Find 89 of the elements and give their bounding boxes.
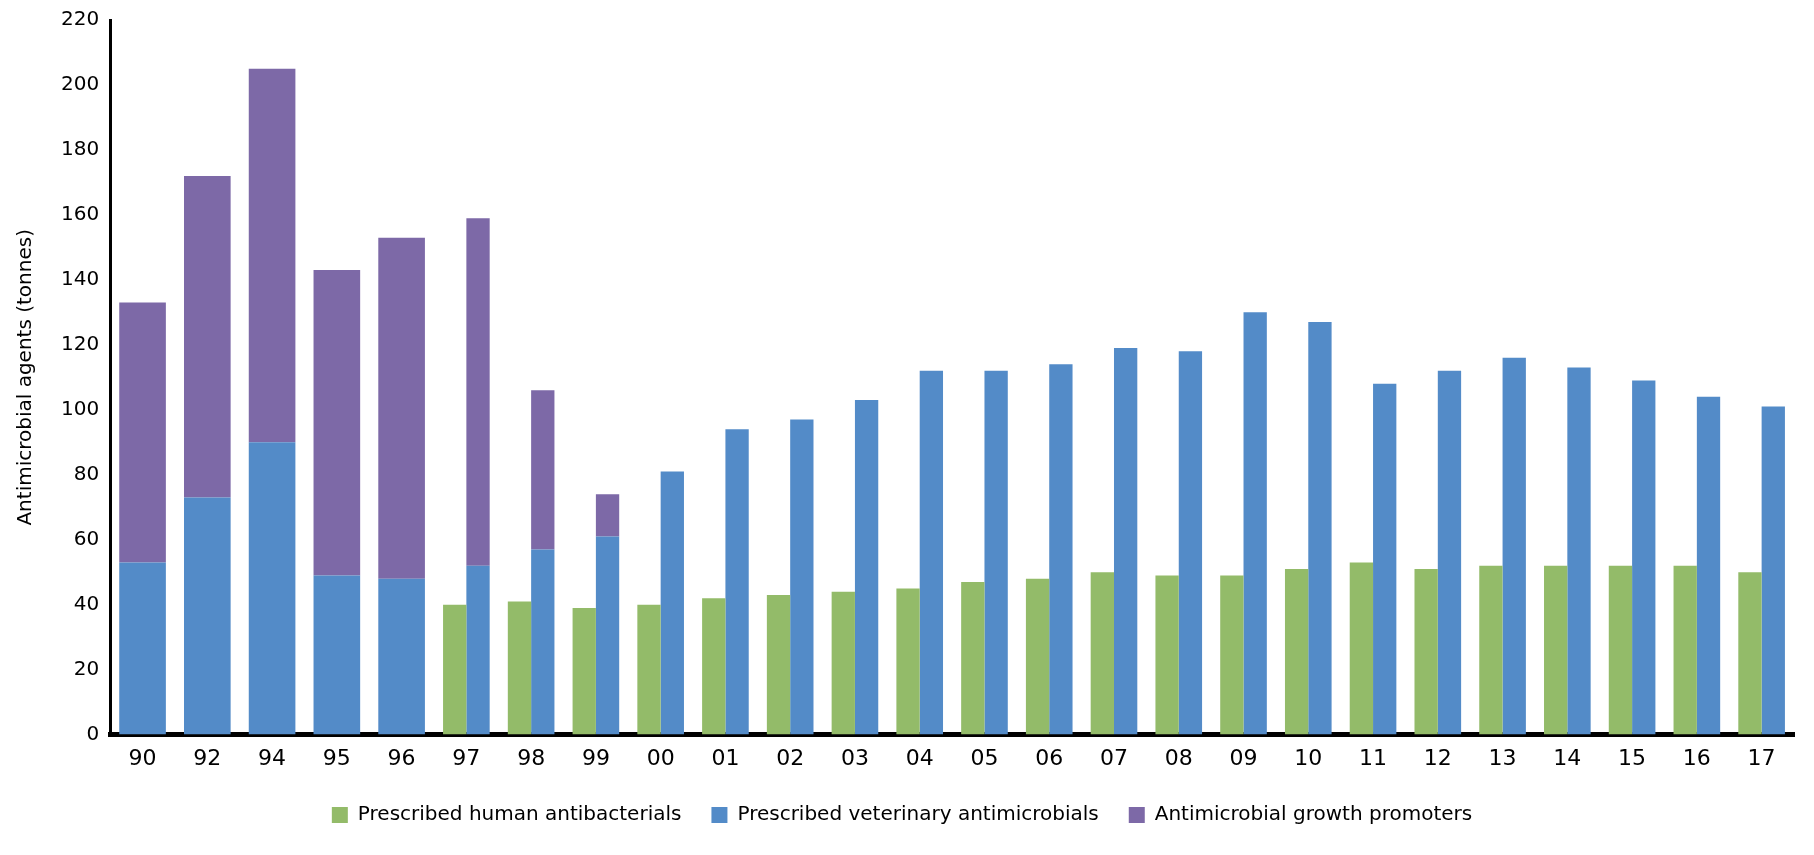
x-tick-label: 17	[1747, 744, 1776, 770]
bar	[572, 607, 596, 735]
bar	[1049, 364, 1073, 735]
x-tick-label: 95	[322, 744, 351, 770]
y-tick-label: 140	[60, 266, 100, 291]
bar	[1567, 367, 1591, 735]
bar	[637, 604, 661, 735]
bar	[790, 419, 814, 735]
x-tick-label: 92	[193, 744, 222, 770]
bar	[919, 370, 944, 735]
y-tick-label: 180	[60, 136, 100, 161]
x-tick-label: 97	[452, 744, 481, 770]
y-tick-label: 40	[73, 590, 100, 615]
bar	[1284, 568, 1309, 735]
bar	[595, 536, 620, 735]
bar	[1349, 562, 1374, 735]
y-tick-label: 60	[73, 525, 100, 550]
bar	[725, 429, 749, 735]
y-tick-label: 120	[60, 331, 100, 356]
bar	[1373, 383, 1397, 735]
bar	[1479, 565, 1503, 735]
x-tick-label: 15	[1618, 744, 1647, 770]
bar	[1761, 406, 1785, 735]
bar	[984, 370, 1008, 735]
x-tick-label: 04	[905, 744, 934, 770]
x-tick-label: 03	[840, 744, 869, 770]
legend-label: Prescribed veterinary antimicrobials	[737, 801, 1099, 826]
x-tick-label: 05	[970, 744, 999, 770]
y-tick-label: 80	[73, 460, 100, 485]
legend-label: Prescribed human antibacterials	[357, 801, 682, 826]
bar	[961, 581, 985, 735]
bar	[1243, 312, 1267, 735]
y-tick-label: 20	[73, 655, 100, 680]
bar	[896, 588, 920, 735]
x-tick-label: 16	[1682, 744, 1711, 770]
bar	[1025, 578, 1050, 735]
bar	[831, 591, 855, 735]
bar	[1502, 357, 1526, 735]
bar	[1632, 380, 1656, 735]
y-tick-label: 220	[60, 6, 100, 31]
x-tick-label: 14	[1553, 744, 1582, 770]
bar	[1437, 370, 1462, 735]
bar	[248, 68, 296, 443]
legend-label: Antimicrobial growth promoters	[1154, 801, 1473, 826]
bar	[1113, 348, 1138, 735]
bar	[1178, 351, 1203, 735]
x-tick-label: 96	[387, 744, 416, 770]
bar	[766, 594, 791, 735]
bar	[378, 237, 425, 579]
bar	[184, 175, 231, 498]
bar	[854, 400, 879, 735]
x-tick-label: 99	[581, 744, 610, 770]
bar	[1673, 565, 1697, 735]
bar	[1155, 575, 1179, 735]
bar	[507, 601, 532, 735]
bar	[313, 270, 361, 576]
bar	[1090, 572, 1114, 735]
x-tick-label: 11	[1359, 744, 1388, 770]
bar	[702, 598, 726, 735]
x-tick-label: 12	[1423, 744, 1452, 770]
x-tick-label: 08	[1164, 744, 1193, 770]
bar	[1308, 322, 1332, 735]
bar	[1738, 572, 1762, 735]
y-tick-label: 0	[86, 720, 100, 745]
y-axis-title: Antimicrobial agents (tonnes)	[12, 229, 37, 526]
x-tick-label: 13	[1488, 744, 1517, 770]
x-tick-label: 00	[646, 744, 675, 770]
y-tick-label: 200	[60, 71, 100, 96]
x-tick-label: 02	[776, 744, 805, 770]
x-tick-label: 94	[258, 744, 287, 770]
x-tick-label: 90	[128, 744, 157, 770]
bar	[1544, 565, 1568, 735]
x-tick-label: 06	[1035, 744, 1064, 770]
x-tick-label: 98	[517, 744, 546, 770]
bar	[1220, 575, 1244, 735]
bar	[443, 604, 467, 735]
y-tick-label: 100	[60, 395, 100, 420]
bar	[1696, 396, 1721, 735]
x-tick-label: 07	[1099, 744, 1128, 770]
bar	[466, 565, 490, 735]
x-tick-label: 09	[1229, 744, 1258, 770]
x-tick-label: 01	[711, 744, 740, 770]
bar	[119, 302, 166, 563]
x-tick-label: 10	[1294, 744, 1323, 770]
bar	[531, 549, 555, 735]
bar	[1608, 565, 1633, 735]
y-tick-label: 160	[60, 201, 100, 226]
bar	[1414, 568, 1438, 735]
bar	[660, 471, 684, 735]
